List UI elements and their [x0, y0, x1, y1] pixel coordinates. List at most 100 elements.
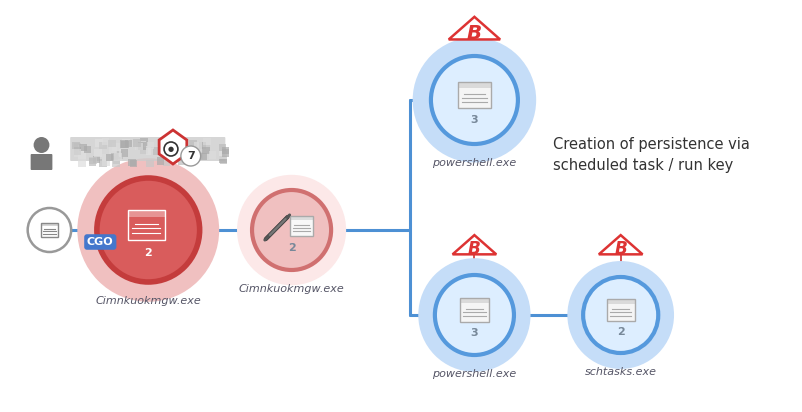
- Bar: [124, 140, 132, 147]
- Bar: [202, 147, 210, 154]
- Bar: [74, 147, 81, 154]
- Bar: [99, 159, 107, 167]
- Circle shape: [583, 277, 658, 353]
- Circle shape: [77, 158, 219, 302]
- Text: 2: 2: [617, 327, 625, 337]
- Bar: [209, 151, 217, 159]
- FancyBboxPatch shape: [607, 299, 634, 321]
- Bar: [74, 149, 81, 157]
- Bar: [108, 140, 115, 147]
- Polygon shape: [159, 130, 187, 164]
- Circle shape: [419, 258, 531, 372]
- Text: 2: 2: [288, 243, 295, 253]
- Bar: [99, 142, 107, 150]
- Bar: [102, 154, 109, 161]
- Bar: [199, 142, 206, 149]
- Polygon shape: [449, 17, 500, 40]
- Bar: [136, 143, 144, 150]
- Bar: [128, 159, 136, 166]
- Bar: [89, 157, 96, 164]
- Text: 7: 7: [187, 151, 195, 161]
- Bar: [95, 149, 102, 157]
- Bar: [128, 159, 136, 166]
- Text: Creation of persistence via
scheduled task / run key: Creation of persistence via scheduled ta…: [553, 137, 751, 173]
- Bar: [74, 143, 81, 150]
- Text: CGO: CGO: [87, 237, 114, 247]
- Bar: [152, 147, 159, 155]
- Text: 2: 2: [144, 248, 152, 258]
- Bar: [200, 153, 207, 160]
- Bar: [163, 158, 170, 166]
- Bar: [88, 158, 96, 166]
- Text: powershell.exe: powershell.exe: [432, 158, 516, 168]
- Bar: [133, 139, 140, 147]
- FancyBboxPatch shape: [607, 299, 634, 304]
- Bar: [222, 147, 229, 154]
- Circle shape: [28, 208, 71, 252]
- Circle shape: [567, 261, 674, 369]
- Bar: [188, 150, 196, 158]
- Bar: [177, 147, 184, 154]
- FancyBboxPatch shape: [128, 210, 165, 217]
- Bar: [114, 153, 122, 161]
- Bar: [135, 143, 143, 150]
- FancyBboxPatch shape: [290, 216, 314, 220]
- Bar: [180, 141, 188, 149]
- Bar: [169, 140, 177, 147]
- Bar: [111, 152, 119, 160]
- FancyBboxPatch shape: [458, 82, 491, 108]
- FancyBboxPatch shape: [30, 154, 52, 170]
- Bar: [103, 159, 110, 166]
- Bar: [79, 159, 86, 167]
- Bar: [203, 138, 211, 145]
- Bar: [219, 143, 226, 151]
- Bar: [219, 151, 227, 159]
- Bar: [172, 150, 180, 158]
- Bar: [95, 139, 103, 147]
- Bar: [109, 147, 117, 154]
- Text: B: B: [614, 240, 627, 258]
- Bar: [79, 151, 86, 159]
- FancyBboxPatch shape: [41, 223, 59, 237]
- Bar: [189, 140, 197, 147]
- Text: 3: 3: [471, 115, 478, 125]
- Bar: [119, 149, 127, 157]
- Bar: [165, 138, 172, 145]
- Bar: [93, 156, 100, 163]
- Circle shape: [435, 275, 514, 355]
- Bar: [177, 157, 185, 165]
- Bar: [203, 145, 210, 152]
- Text: 3: 3: [471, 328, 478, 338]
- Bar: [115, 152, 124, 159]
- FancyBboxPatch shape: [41, 223, 59, 226]
- Circle shape: [97, 178, 200, 282]
- Bar: [79, 144, 87, 152]
- Bar: [183, 146, 190, 153]
- FancyBboxPatch shape: [70, 137, 225, 161]
- Text: Cimnkuokmgw.exe: Cimnkuokmgw.exe: [95, 296, 201, 306]
- Bar: [219, 156, 227, 163]
- Bar: [113, 156, 120, 164]
- Text: B: B: [468, 240, 481, 258]
- Bar: [120, 150, 128, 157]
- Bar: [130, 159, 137, 167]
- Bar: [145, 148, 153, 155]
- Text: ●: ●: [168, 146, 174, 152]
- Text: Cimnkuokmgw.exe: Cimnkuokmgw.exe: [239, 284, 344, 294]
- Bar: [112, 143, 120, 151]
- Circle shape: [34, 137, 50, 153]
- FancyBboxPatch shape: [290, 216, 314, 236]
- Text: schtasks.exe: schtasks.exe: [585, 367, 657, 377]
- Bar: [112, 159, 119, 167]
- Bar: [122, 139, 129, 147]
- Polygon shape: [599, 235, 642, 254]
- FancyBboxPatch shape: [460, 298, 489, 322]
- Bar: [183, 152, 191, 159]
- Bar: [191, 151, 198, 159]
- Bar: [146, 160, 154, 167]
- Bar: [147, 142, 155, 149]
- Bar: [102, 138, 109, 145]
- Bar: [78, 145, 86, 152]
- Bar: [140, 138, 148, 145]
- Circle shape: [181, 146, 200, 166]
